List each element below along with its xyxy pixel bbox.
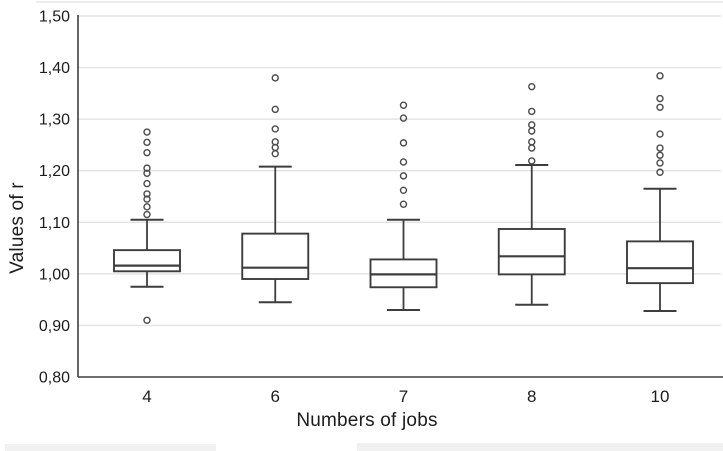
- outlier-point: [656, 103, 664, 111]
- outlier-point: [271, 125, 279, 133]
- scan-artifact-bottom-right: [357, 443, 723, 451]
- outlier-point: [656, 159, 664, 167]
- outlier-point: [143, 195, 151, 203]
- outlier-point: [399, 101, 408, 109]
- outlier-point: [143, 138, 151, 147]
- y-tick-label: 1,40: [39, 60, 70, 77]
- outlier-point: [528, 144, 536, 152]
- outlier-point: [528, 138, 536, 146]
- outlier-point: [271, 138, 279, 146]
- outlier-point: [656, 144, 664, 152]
- y-axis-title: Values of r: [7, 182, 28, 274]
- outlier-point: [271, 149, 279, 158]
- y-tick-label: 1,50: [39, 9, 70, 26]
- outlier-point: [399, 186, 408, 195]
- outlier-point: [528, 121, 536, 129]
- box-rect: [626, 240, 694, 285]
- y-tick-label: 0,90: [39, 318, 70, 335]
- outlier-point: [271, 74, 279, 82]
- outlier-point: [656, 72, 664, 80]
- x-tick-label: 8: [527, 387, 536, 406]
- y-tick-label: 0,80: [39, 370, 70, 387]
- outlier-point: [143, 148, 151, 157]
- outlier-point: [143, 210, 151, 219]
- outlier-point: [399, 139, 408, 147]
- box-rect: [113, 249, 181, 273]
- box-rect: [241, 232, 310, 280]
- outlier-point: [656, 130, 664, 138]
- x-tick-label: 4: [142, 387, 151, 406]
- outlier-point: [143, 164, 151, 172]
- y-tick-label: 1,20: [39, 163, 70, 180]
- outlier-point: [399, 114, 408, 122]
- outlier-point: [143, 169, 151, 177]
- outlier-point: [528, 82, 536, 91]
- box-rect: [497, 228, 566, 276]
- outlier-point: [143, 179, 151, 188]
- scan-artifact-top-line: [36, 1, 723, 3]
- y-tick-label: 1,10: [39, 215, 70, 232]
- outlier-point: [656, 94, 664, 103]
- outlier-point: [528, 157, 536, 165]
- x-axis-title: Numbers of jobs: [296, 410, 438, 431]
- x-tick-label: 7: [399, 387, 408, 406]
- outlier-point: [528, 107, 536, 116]
- outlier-point: [143, 128, 151, 136]
- y-tick-label: 1,30: [39, 112, 70, 129]
- outlier-point: [528, 127, 536, 135]
- scan-artifact-bottom-left: [5, 444, 216, 451]
- outlier-point: [143, 190, 151, 198]
- x-tick-label: 6: [271, 387, 280, 406]
- outlier-point: [143, 316, 151, 324]
- outlier-point: [399, 158, 408, 166]
- y-tick-label: 1,00: [39, 266, 70, 283]
- outlier-point: [656, 151, 664, 159]
- outlier-point: [656, 168, 664, 176]
- outlier-point: [271, 105, 279, 114]
- outlier-point: [399, 172, 408, 180]
- outlier-point: [143, 203, 151, 211]
- outlier-point: [399, 200, 408, 208]
- x-tick-label: 10: [651, 387, 670, 406]
